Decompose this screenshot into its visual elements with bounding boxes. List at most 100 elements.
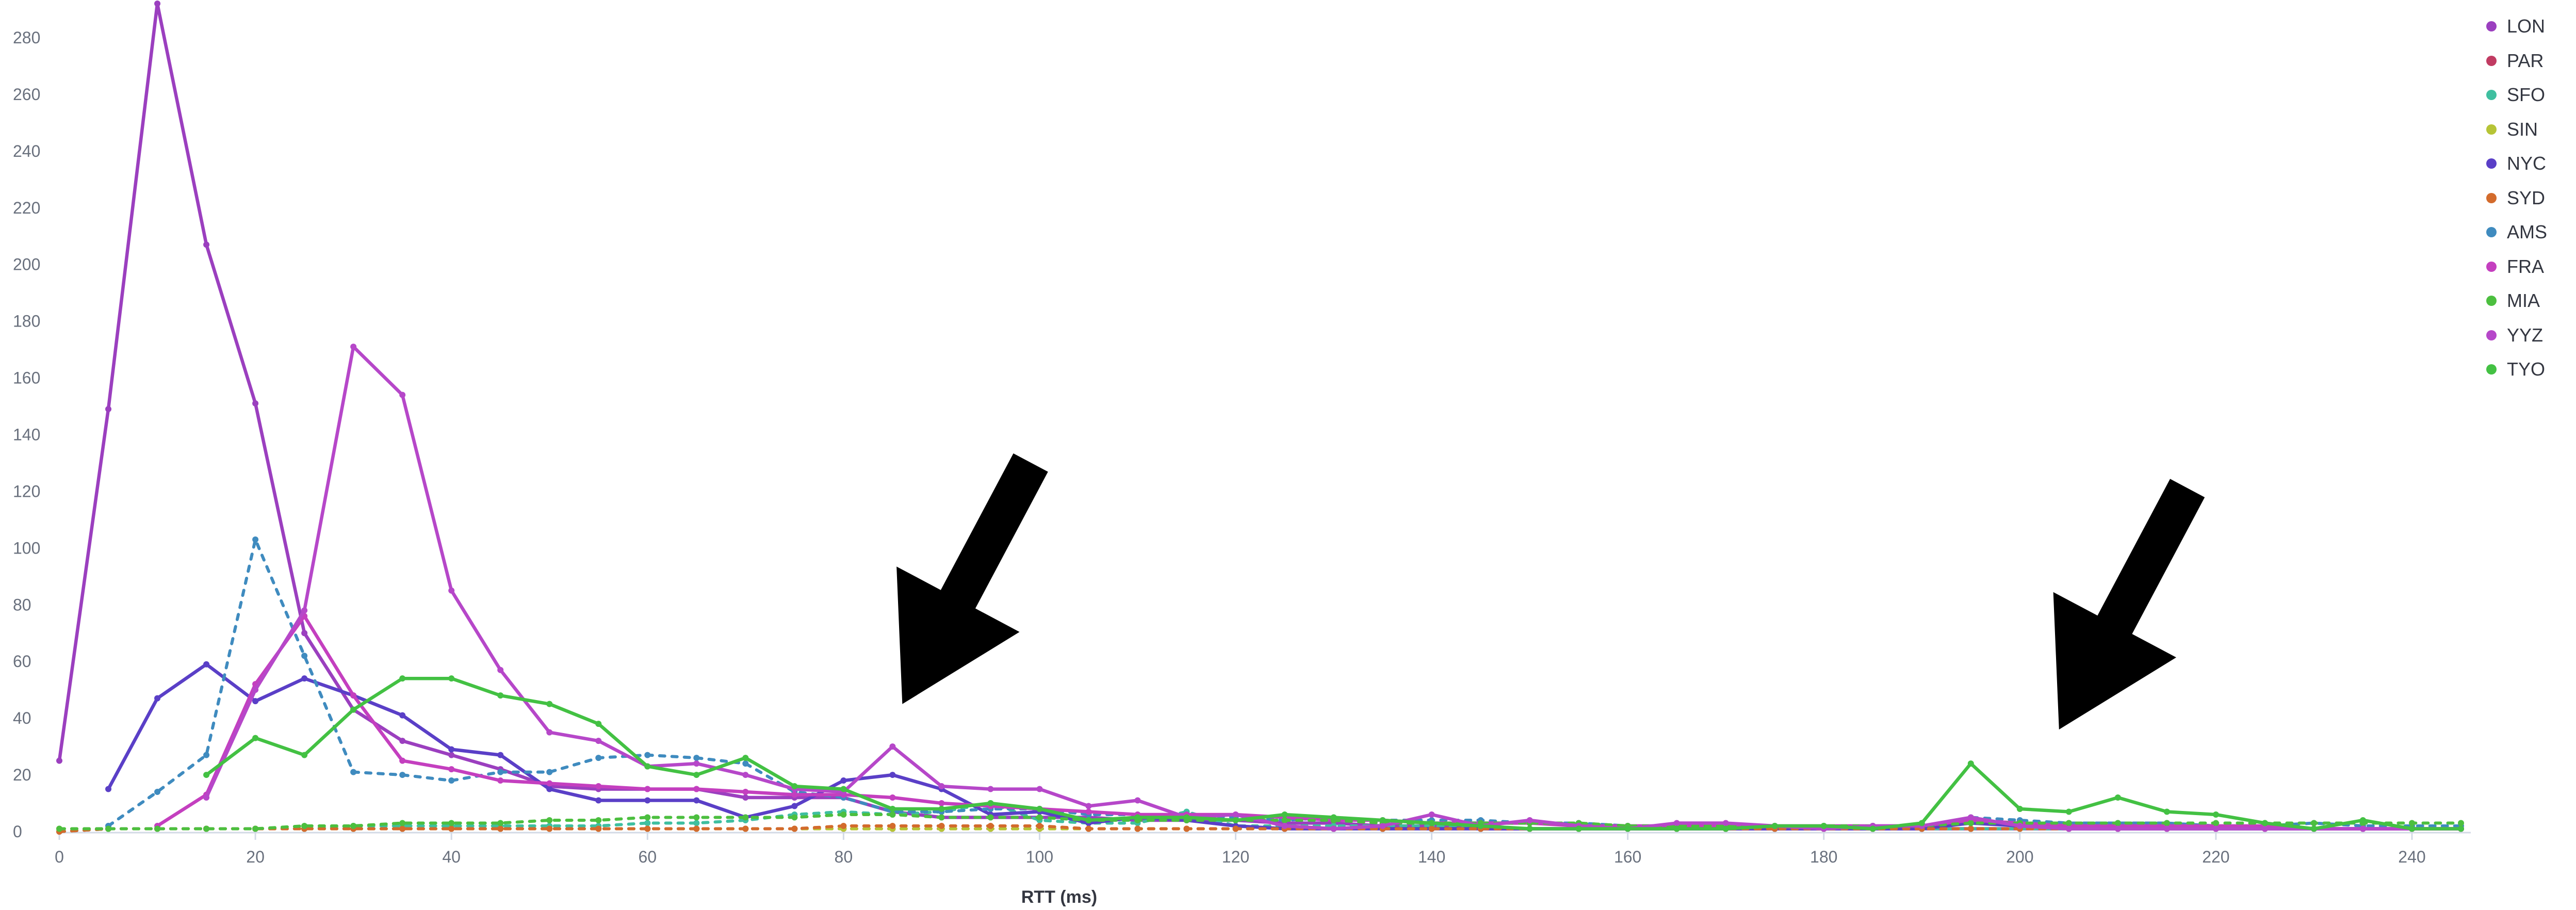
data-point-nyc[interactable]	[693, 797, 700, 804]
data-point-yyz[interactable]	[252, 687, 259, 693]
data-point-fra[interactable]	[938, 800, 945, 807]
data-point-tyo[interactable]	[252, 735, 259, 741]
data-point-yyz[interactable]	[301, 607, 308, 614]
data-point-mia[interactable]	[2163, 820, 2170, 826]
data-point-yyz[interactable]	[1379, 823, 1386, 830]
data-point-fra[interactable]	[742, 789, 749, 795]
data-point-tyo[interactable]	[644, 763, 651, 770]
data-point-yyz[interactable]	[350, 344, 357, 350]
data-point-tyo[interactable]	[203, 772, 210, 778]
data-point-ams[interactable]	[350, 769, 357, 775]
data-point-yyz[interactable]	[1673, 820, 1680, 826]
data-point-ams[interactable]	[154, 789, 161, 795]
data-point-syd[interactable]	[1967, 825, 1974, 832]
data-point-nyc[interactable]	[546, 786, 553, 792]
data-point-yyz[interactable]	[1085, 803, 1092, 809]
data-point-tyo[interactable]	[791, 783, 798, 790]
legend-item-sfo[interactable]: SFO	[2486, 78, 2574, 112]
data-point-lon[interactable]	[203, 241, 210, 248]
data-point-lon[interactable]	[742, 794, 749, 801]
data-point-syd[interactable]	[1085, 825, 1092, 832]
data-point-mia[interactable]	[2114, 820, 2121, 826]
legend-item-par[interactable]: PAR	[2486, 44, 2574, 78]
data-point-mia[interactable]	[56, 825, 62, 832]
legend-item-syd[interactable]: SYD	[2486, 181, 2574, 216]
data-point-mia[interactable]	[2310, 820, 2317, 826]
data-point-nyc[interactable]	[105, 786, 112, 792]
data-point-syd[interactable]	[791, 825, 798, 832]
data-point-syd[interactable]	[1183, 825, 1190, 832]
legend-item-sin[interactable]: SIN	[2486, 112, 2574, 147]
data-point-yyz[interactable]	[595, 738, 602, 744]
data-point-tyo[interactable]	[1036, 806, 1043, 813]
data-point-tyo[interactable]	[595, 721, 602, 727]
data-point-mia[interactable]	[644, 814, 651, 821]
data-point-tyo[interactable]	[1771, 823, 1778, 830]
data-point-nyc[interactable]	[840, 777, 847, 784]
data-point-fra[interactable]	[497, 777, 504, 784]
data-point-yyz[interactable]	[2163, 825, 2170, 832]
data-point-tyo[interactable]	[938, 806, 945, 813]
data-point-tyo[interactable]	[693, 772, 700, 778]
data-point-tyo[interactable]	[1575, 825, 1582, 832]
data-point-tyo[interactable]	[840, 786, 847, 792]
legend-item-yyz[interactable]: YYZ	[2486, 318, 2574, 353]
data-point-mia[interactable]	[1967, 820, 1974, 826]
data-point-mia[interactable]	[448, 820, 455, 826]
legend-item-fra[interactable]: FRA	[2486, 250, 2574, 284]
data-point-yyz[interactable]	[1967, 814, 1974, 821]
data-point-mia[interactable]	[252, 825, 259, 832]
data-point-mia[interactable]	[497, 820, 504, 826]
data-point-tyo[interactable]	[2310, 825, 2317, 832]
data-point-fra[interactable]	[546, 780, 553, 787]
data-point-yyz[interactable]	[1232, 811, 1239, 818]
data-point-yyz[interactable]	[1722, 820, 1729, 826]
data-point-lon[interactable]	[448, 752, 455, 758]
data-point-yyz[interactable]	[693, 760, 700, 767]
data-point-nyc[interactable]	[154, 695, 161, 702]
data-point-tyo[interactable]	[1526, 825, 1533, 832]
data-point-yyz[interactable]	[889, 743, 896, 750]
data-point-yyz[interactable]	[448, 587, 455, 594]
data-point-yyz[interactable]	[987, 786, 994, 792]
data-point-tyo[interactable]	[1967, 760, 1974, 767]
data-point-syd[interactable]	[497, 825, 504, 832]
data-point-syd[interactable]	[693, 825, 700, 832]
data-point-ams[interactable]	[448, 777, 455, 784]
data-point-syd[interactable]	[742, 825, 749, 832]
data-point-yyz[interactable]	[2016, 823, 2023, 830]
data-point-mia[interactable]	[595, 817, 602, 824]
data-point-tyo[interactable]	[2261, 820, 2268, 826]
data-point-lon[interactable]	[154, 1, 161, 7]
data-point-mia[interactable]	[938, 814, 945, 821]
data-point-yyz[interactable]	[203, 794, 210, 801]
data-point-lon[interactable]	[399, 738, 406, 744]
data-point-fra[interactable]	[644, 786, 651, 792]
data-point-fra[interactable]	[1085, 808, 1092, 815]
data-point-syd[interactable]	[840, 823, 847, 830]
data-point-mia[interactable]	[2212, 820, 2219, 826]
data-point-lon[interactable]	[56, 757, 62, 764]
data-point-tyo[interactable]	[350, 706, 357, 713]
data-point-yyz[interactable]	[938, 783, 945, 790]
data-point-fra[interactable]	[889, 794, 896, 801]
data-point-tyo[interactable]	[2457, 825, 2464, 832]
data-point-yyz[interactable]	[2114, 825, 2121, 832]
data-point-ams[interactable]	[742, 760, 749, 767]
data-point-yyz[interactable]	[2212, 825, 2219, 832]
data-point-mia[interactable]	[987, 814, 994, 821]
data-point-ams[interactable]	[644, 752, 651, 758]
data-point-tyo[interactable]	[1330, 814, 1337, 821]
data-point-mia[interactable]	[1281, 817, 1288, 824]
data-point-tyo[interactable]	[1281, 811, 1288, 818]
data-point-mia[interactable]	[350, 823, 357, 830]
data-point-yyz[interactable]	[1281, 823, 1288, 830]
data-point-yyz[interactable]	[497, 667, 504, 673]
data-point-yyz[interactable]	[2065, 825, 2072, 832]
data-point-nyc[interactable]	[301, 675, 308, 682]
data-point-tyo[interactable]	[1085, 817, 1092, 824]
data-point-nyc[interactable]	[644, 797, 651, 804]
data-point-mia[interactable]	[840, 811, 847, 818]
data-point-tyo[interactable]	[2408, 825, 2415, 832]
data-point-mia[interactable]	[1036, 814, 1043, 821]
